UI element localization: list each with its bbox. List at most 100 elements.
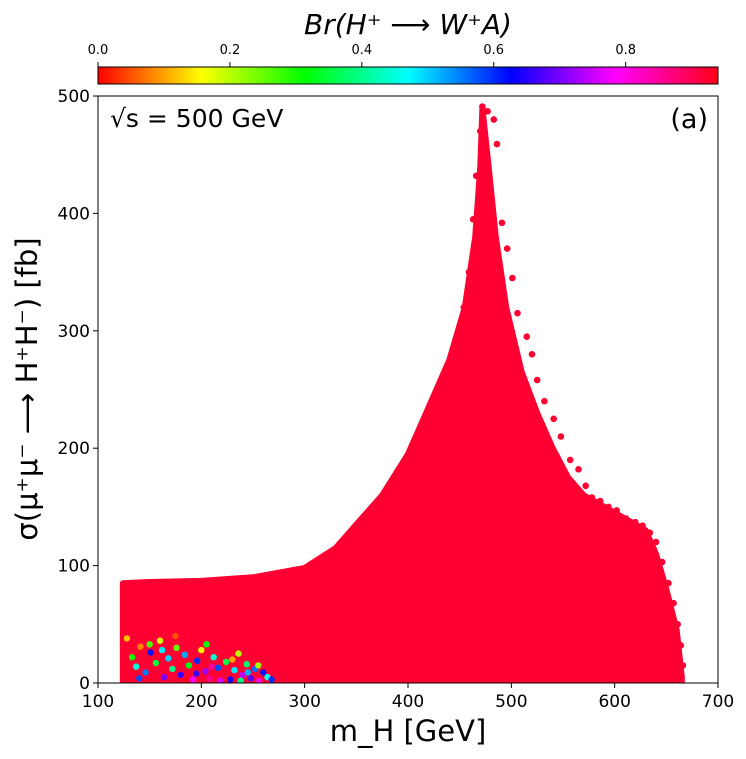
- data-point-colored: [136, 675, 143, 682]
- data-point-colored: [256, 677, 263, 683]
- data-point: [557, 433, 565, 440]
- data-point: [477, 127, 484, 135]
- data-point-colored: [182, 676, 189, 683]
- data-point-colored: [147, 649, 154, 656]
- data-point: [665, 579, 672, 587]
- data-point-colored: [260, 669, 267, 676]
- data-point-colored: [185, 662, 193, 669]
- x-tick-label: 300: [288, 692, 320, 712]
- data-point: [493, 140, 501, 148]
- x-tick-label: 200: [185, 692, 217, 712]
- red-point-cloud: [119, 104, 685, 683]
- colorbar-tick-label: 0.0: [88, 43, 109, 58]
- data-point: [425, 409, 433, 417]
- x-tick-label: 500: [495, 692, 527, 712]
- data-point-colored: [142, 669, 149, 676]
- data-point-colored: [202, 668, 209, 675]
- data-point: [582, 482, 589, 490]
- data-point-colored: [227, 676, 234, 683]
- colorbar: [97, 66, 719, 85]
- y-axis-label: σ(μ⁺μ⁻ ⟶ H⁺H⁻) [fb]: [10, 237, 44, 540]
- colorbar-tick-label: 0.2: [220, 43, 241, 58]
- data-point: [435, 386, 443, 393]
- data-point: [528, 351, 536, 358]
- panel-label: (a): [670, 104, 708, 135]
- data-point: [446, 374, 453, 382]
- data-point-colored: [244, 669, 251, 676]
- y-tick-label: 200: [58, 439, 90, 459]
- data-point: [596, 497, 604, 505]
- data-point-colored: [210, 654, 217, 661]
- data-point: [490, 116, 498, 123]
- y-tick-label: 300: [58, 322, 90, 342]
- colorbar-ticks: 0.0 0.2 0.4 0.6 0.8: [88, 43, 636, 67]
- data-point-colored: [255, 662, 262, 669]
- data-point: [486, 180, 493, 188]
- data-point: [679, 662, 687, 669]
- data-point-colored: [216, 677, 224, 683]
- data-point-colored: [229, 656, 236, 663]
- data-point-colored: [160, 673, 168, 681]
- data-point-colored: [203, 641, 210, 648]
- data-point: [613, 507, 620, 514]
- data-point: [484, 108, 491, 115]
- data-point: [509, 274, 516, 282]
- data-point: [523, 333, 531, 341]
- data-point-colored: [237, 677, 244, 683]
- data-point-colored: [181, 651, 188, 658]
- data-point-colored: [194, 657, 201, 664]
- data-point: [514, 309, 521, 317]
- data-point: [541, 397, 548, 405]
- data-point-colored: [177, 671, 184, 678]
- data-point: [588, 494, 596, 501]
- x-axis-ticks: 100 200 300 400 500 600 700: [82, 683, 734, 712]
- data-point-colored: [198, 646, 205, 654]
- data-point: [652, 538, 660, 546]
- data-point-colored: [146, 641, 153, 648]
- x-tick-label: 400: [392, 692, 424, 712]
- data-point-colored: [208, 663, 215, 670]
- data-point: [605, 503, 612, 511]
- data-point-colored: [123, 635, 131, 642]
- data-point-colored: [158, 646, 166, 654]
- data-point: [460, 304, 468, 311]
- y-tick-label: 0: [79, 674, 90, 694]
- data-point: [658, 558, 666, 566]
- data-point-colored: [152, 659, 160, 667]
- data-point: [622, 515, 630, 522]
- colorbar-tick-label: 0.6: [483, 43, 504, 58]
- data-point: [674, 621, 681, 628]
- data-point: [465, 268, 473, 276]
- x-axis-label: m_H [GeV]: [330, 714, 487, 748]
- y-tick-label: 400: [58, 204, 90, 224]
- y-axis-ticks: 0 100 200 300 400 500: [58, 87, 98, 694]
- data-point-colored: [189, 676, 197, 683]
- energy-annotation: √s = 500 GeV: [110, 104, 283, 133]
- data-point-colored: [165, 655, 172, 662]
- data-point: [498, 219, 506, 227]
- data-point-colored: [235, 650, 242, 657]
- data-point-colored: [214, 664, 222, 671]
- data-point: [533, 376, 541, 384]
- x-tick-label: 700: [702, 692, 734, 712]
- data-point-colored: [172, 632, 179, 640]
- data-point: [670, 599, 677, 607]
- data-point: [455, 327, 462, 335]
- data-point-colored: [156, 637, 164, 644]
- data-point-colored: [206, 675, 213, 682]
- data-point-colored: [239, 671, 246, 678]
- data-point-colored: [231, 666, 238, 674]
- data-point-colored: [133, 663, 140, 670]
- scatter-marks: [119, 103, 687, 683]
- data-point: [575, 466, 582, 473]
- x-tick-label: 100: [82, 692, 114, 712]
- data-point-colored: [222, 658, 230, 666]
- data-point-colored: [137, 643, 144, 650]
- data-point: [550, 415, 557, 423]
- colorbar-tick-label: 0.4: [351, 43, 372, 58]
- data-point-colored: [169, 665, 176, 673]
- data-point-colored: [128, 654, 136, 661]
- data-point: [646, 529, 654, 536]
- data-point-colored: [173, 644, 180, 651]
